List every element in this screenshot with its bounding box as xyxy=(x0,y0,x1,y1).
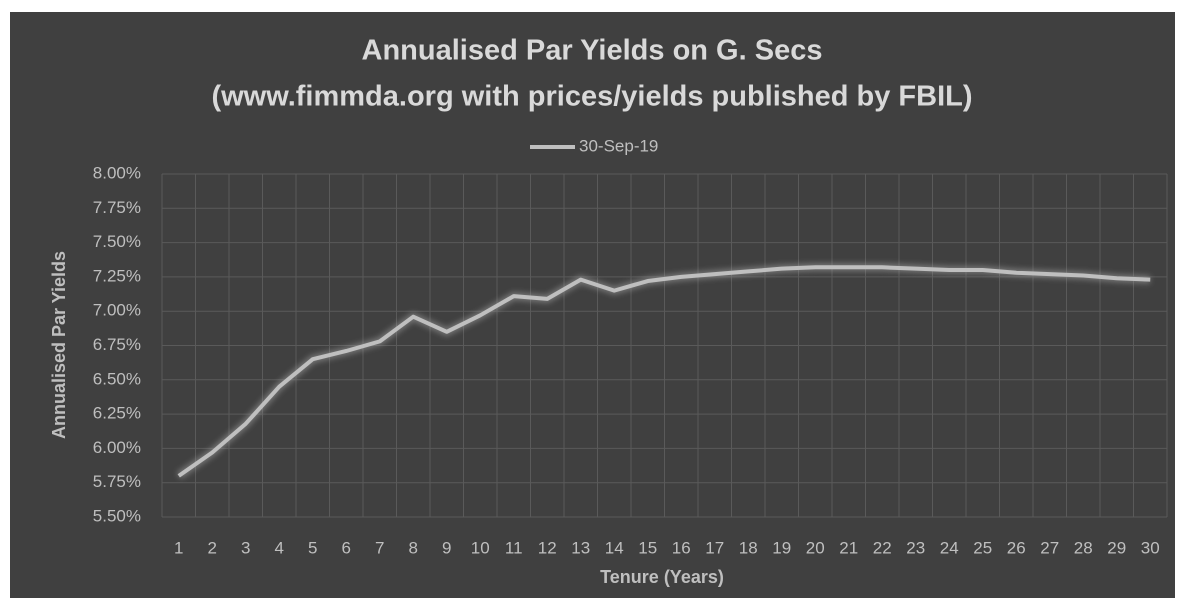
x-tick-label: 17 xyxy=(705,538,724,557)
x-tick-label: 25 xyxy=(973,538,992,557)
series-line xyxy=(177,265,1151,478)
y-tick-label: 6.25% xyxy=(93,404,141,423)
y-tick-label: 5.50% xyxy=(93,506,141,525)
x-tick-label: 12 xyxy=(538,538,557,557)
x-tick-label: 29 xyxy=(1107,538,1126,557)
x-tick-label: 2 xyxy=(208,538,217,557)
legend-label: 30-Sep-19 xyxy=(579,136,658,155)
x-axis-label: Tenure (Years) xyxy=(600,567,724,587)
x-tick-label: 24 xyxy=(940,538,959,557)
x-tick-label: 13 xyxy=(571,538,590,557)
x-tick-label: 4 xyxy=(275,538,284,557)
y-tick-label: 8.00% xyxy=(93,163,141,182)
x-tick-label: 20 xyxy=(806,538,825,557)
x-tick-label: 27 xyxy=(1040,538,1059,557)
x-tick-label: 18 xyxy=(739,538,758,557)
x-tick-label: 22 xyxy=(873,538,892,557)
y-tick-label: 7.75% xyxy=(93,198,141,217)
y-tick-label: 5.75% xyxy=(93,472,141,491)
y-tick-label: 6.50% xyxy=(93,369,141,388)
chart-title: Annualised Par Yields on G. Secs xyxy=(362,35,823,67)
x-tick-label: 16 xyxy=(672,538,691,557)
x-tick-label: 3 xyxy=(241,538,250,557)
x-tick-label: 6 xyxy=(342,538,351,557)
x-tick-label: 21 xyxy=(839,538,858,557)
x-tick-label: 28 xyxy=(1074,538,1093,557)
x-tick-label: 11 xyxy=(505,538,523,557)
y-axis-label: Annualised Par Yields xyxy=(49,251,69,439)
y-tick-label: 6.75% xyxy=(93,335,141,354)
x-tick-label: 19 xyxy=(772,538,791,557)
x-tick-label: 15 xyxy=(638,538,657,557)
x-tick-label: 10 xyxy=(471,538,490,557)
x-tick-label: 14 xyxy=(605,538,624,557)
y-tick-label: 7.25% xyxy=(93,266,141,285)
y-tick-label: 6.00% xyxy=(93,438,141,457)
chart-background xyxy=(10,12,1175,598)
x-tick-label: 23 xyxy=(906,538,925,557)
x-tick-label: 1 xyxy=(174,538,183,557)
chart-subtitle: (www.fimmda.org with prices/yields publi… xyxy=(211,81,972,113)
y-tick-label: 7.50% xyxy=(93,232,141,251)
x-tick-label: 8 xyxy=(409,538,418,557)
x-tick-label: 30 xyxy=(1141,538,1160,557)
x-tick-label: 5 xyxy=(308,538,317,557)
y-tick-label: 7.00% xyxy=(93,301,141,320)
x-tick-label: 7 xyxy=(375,538,384,557)
x-tick-label: 26 xyxy=(1007,538,1026,557)
x-tick-label: 9 xyxy=(442,538,451,557)
